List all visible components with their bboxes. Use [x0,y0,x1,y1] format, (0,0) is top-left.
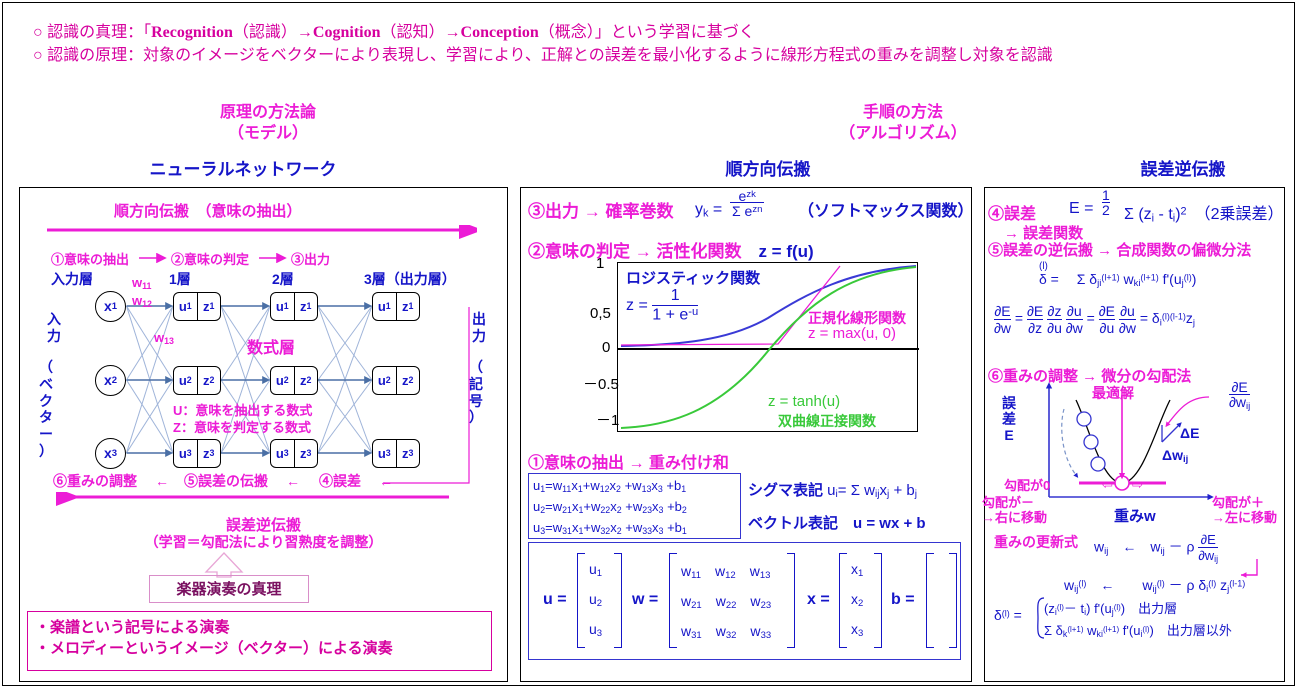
svg-text:⇨: ⇨ [1132,477,1143,492]
svg-text:⇦: ⇦ [1102,477,1113,492]
